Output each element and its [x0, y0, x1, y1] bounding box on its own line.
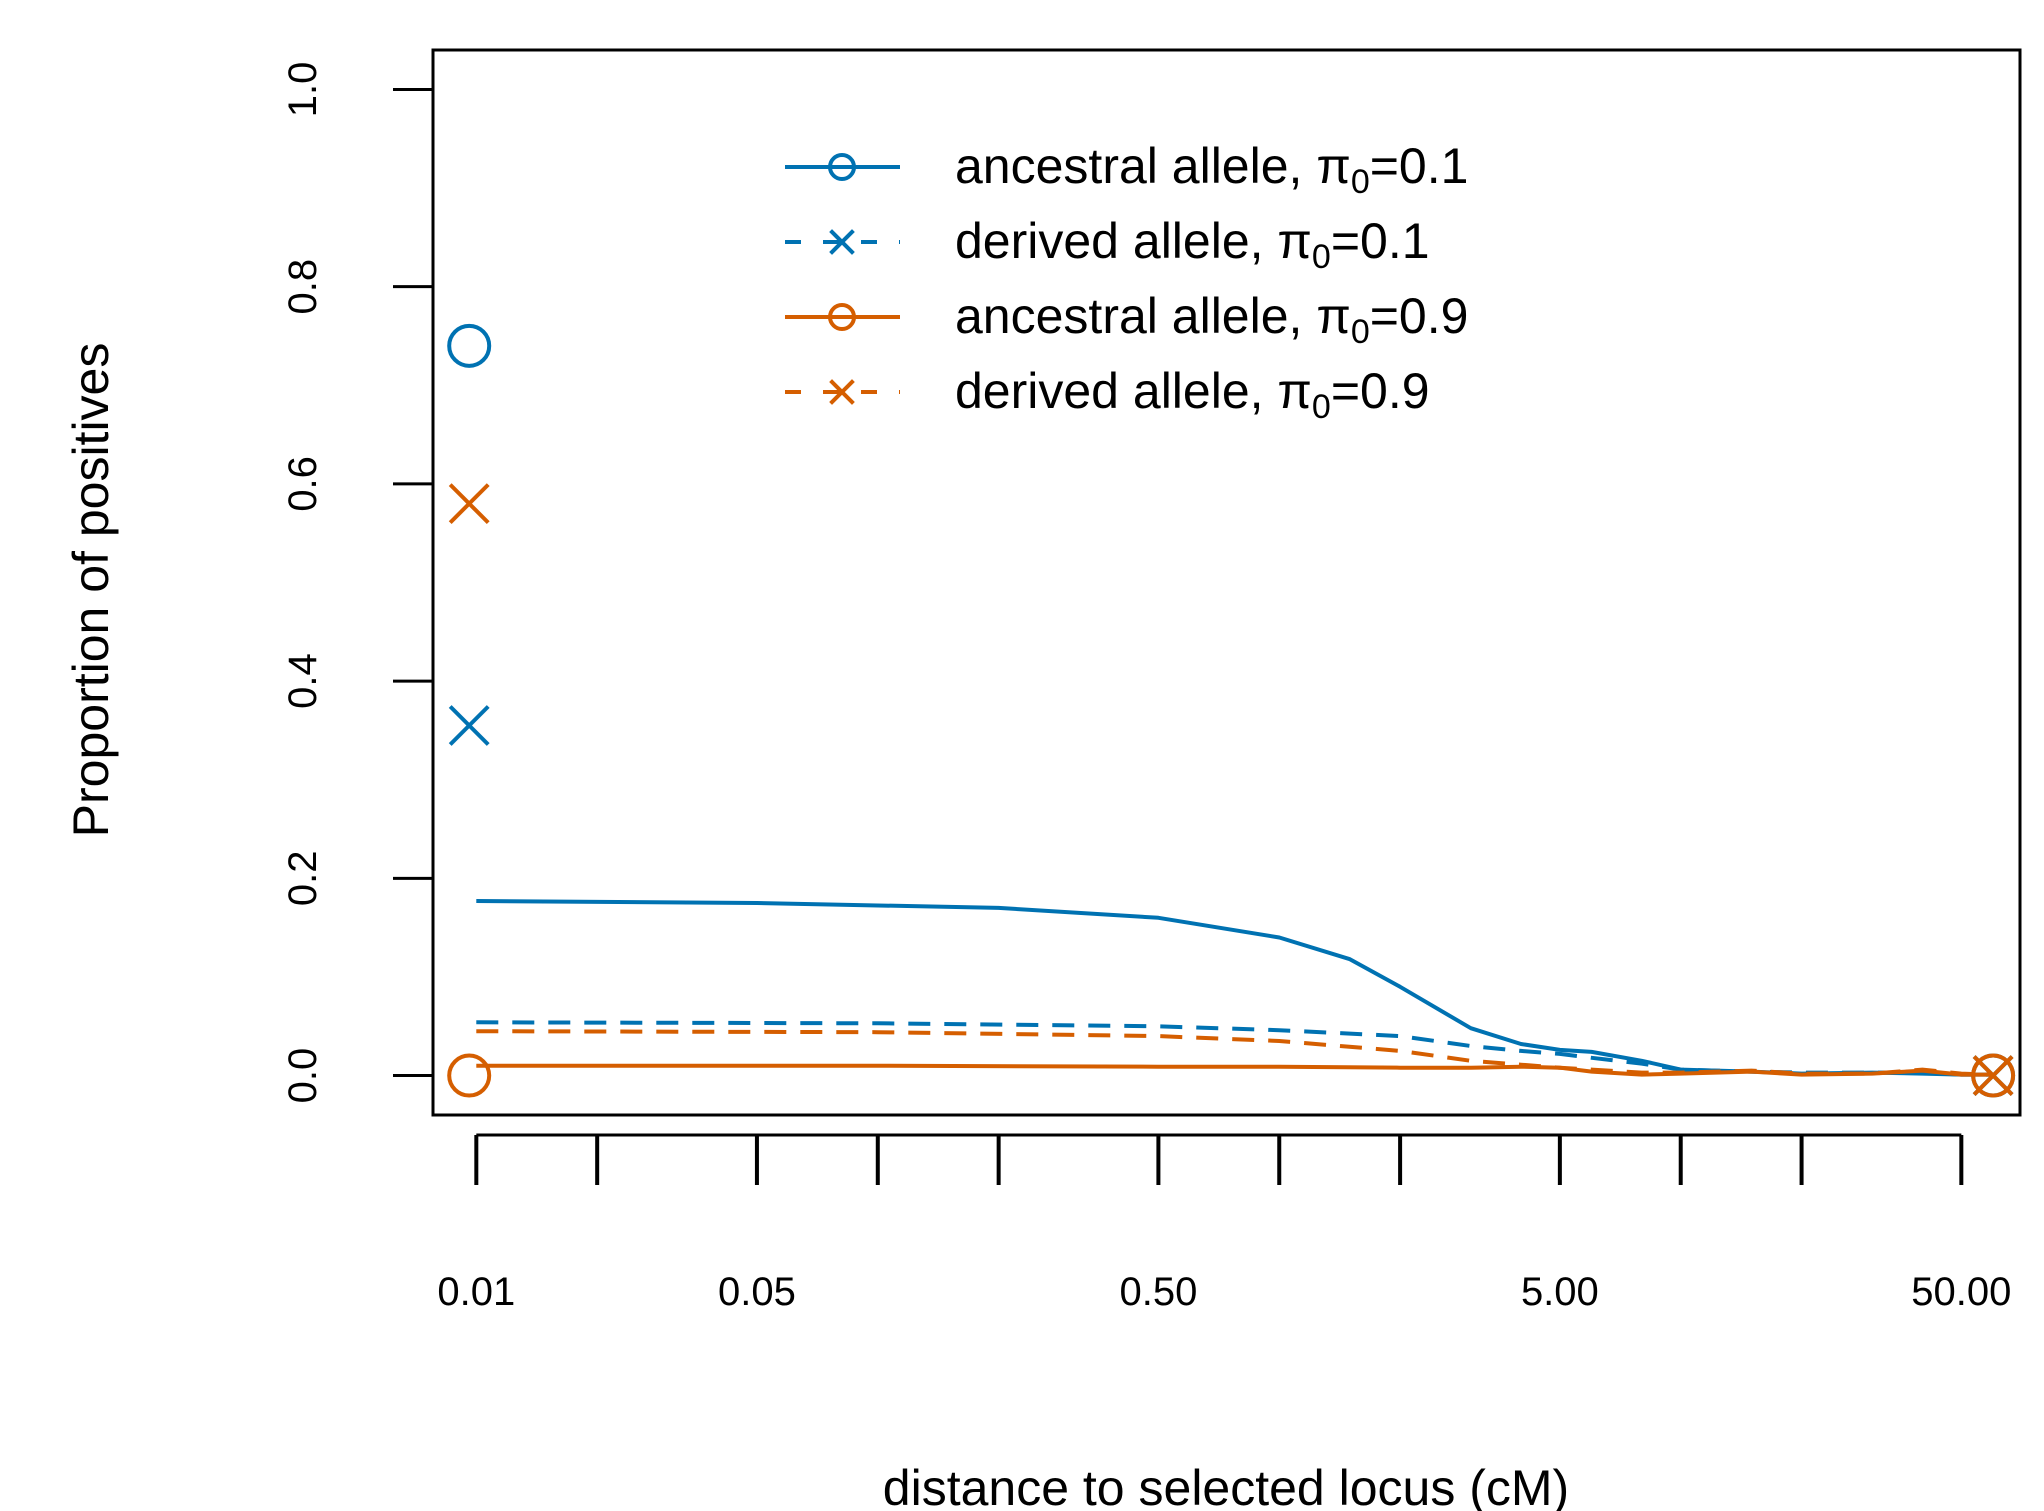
legend-label: derived allele, π0=0.9 [955, 363, 1430, 426]
x-axis-label: distance to selected locus (cM) [883, 1460, 1569, 1511]
y-tick-label: 0.8 [281, 259, 325, 315]
legend-pi-symbol: π [1277, 363, 1312, 419]
x-tick-label: 0.05 [718, 1270, 796, 1314]
series-line [476, 1029, 1994, 1077]
series-3 [448, 483, 2014, 1096]
x-axis: 0.01 0.05 0.50 5.00 50.00 [437, 1133, 2011, 1314]
legend-label-text: ancestral allele, [955, 138, 1316, 194]
legend-label: derived allele, π0=0.1 [955, 213, 1430, 276]
legend-pi-value: =0.1 [1370, 138, 1469, 194]
series-line [476, 1063, 1994, 1077]
legend-label: ancestral allele, π0=0.9 [955, 288, 1468, 351]
legend-item-0: ancestral allele, π0=0.1 [785, 138, 1468, 201]
y-axis-label: Proportion of positives [63, 343, 119, 838]
series-end-marker [447, 1053, 492, 1098]
legend-pi-value: =0.9 [1370, 288, 1469, 344]
legend-pi-symbol: π [1316, 138, 1351, 194]
series-end-marker [448, 705, 490, 746]
legend-marker [828, 303, 856, 331]
legend-item-2: ancestral allele, π0=0.9 [785, 288, 1468, 351]
x-tick-label: 0.01 [437, 1270, 515, 1314]
legend-marker-stroke [829, 229, 855, 255]
series-0 [447, 323, 2016, 1098]
legend-marker-stroke [829, 379, 855, 405]
series-end-marker-stroke [448, 483, 490, 525]
series-end-marker [448, 483, 490, 525]
legend-pi-symbol: π [1277, 213, 1312, 269]
series-end-marker-stroke [1972, 1055, 2014, 1096]
legend-label-text: ancestral allele, [955, 288, 1316, 344]
legend-marker [829, 379, 855, 405]
series-end-marker [1971, 1053, 2016, 1098]
legend-pi-subscript: 0 [1351, 163, 1370, 201]
legend-item-1: derived allele, π0=0.1 [785, 213, 1430, 276]
legend-pi-value: =0.1 [1331, 213, 1430, 269]
y-tick-label: 0.4 [281, 653, 325, 709]
x-tick-label: 5.00 [1521, 1270, 1599, 1314]
legend-label: ancestral allele, π0=0.1 [955, 138, 1468, 201]
legend-label-text: derived allele, [955, 363, 1277, 419]
legend-marker [828, 153, 856, 181]
x-tick-label: 50.00 [1911, 1270, 2011, 1314]
y-tick-label: 0.0 [281, 1048, 325, 1104]
series-end-marker-stroke [448, 705, 490, 746]
legend-marker [829, 229, 855, 255]
x-tick-label: 0.50 [1119, 1270, 1197, 1314]
legend-pi-symbol: π [1316, 288, 1351, 344]
series-2 [447, 1053, 2016, 1098]
legend-pi-value: =0.9 [1331, 363, 1430, 419]
legend-pi-subscript: 0 [1312, 238, 1331, 276]
y-tick-label: 0.2 [281, 851, 325, 907]
plot-frame [431, 48, 2022, 1117]
series-end-marker [1972, 1055, 2014, 1096]
legend-pi-subscript: 0 [1312, 388, 1331, 426]
legend-label-text: derived allele, [955, 213, 1277, 269]
series-end-marker [447, 323, 492, 368]
legend-item-3: derived allele, π0=0.9 [785, 363, 1430, 426]
legend-pi-subscript: 0 [1351, 313, 1370, 351]
y-axis: 0.0 0.2 0.4 0.6 0.8 1.0 [281, 62, 435, 1104]
y-tick-label: 0.6 [281, 456, 325, 512]
series-line [476, 899, 1994, 1077]
y-tick-label: 1.0 [281, 62, 325, 118]
series-layer [447, 323, 2016, 1098]
